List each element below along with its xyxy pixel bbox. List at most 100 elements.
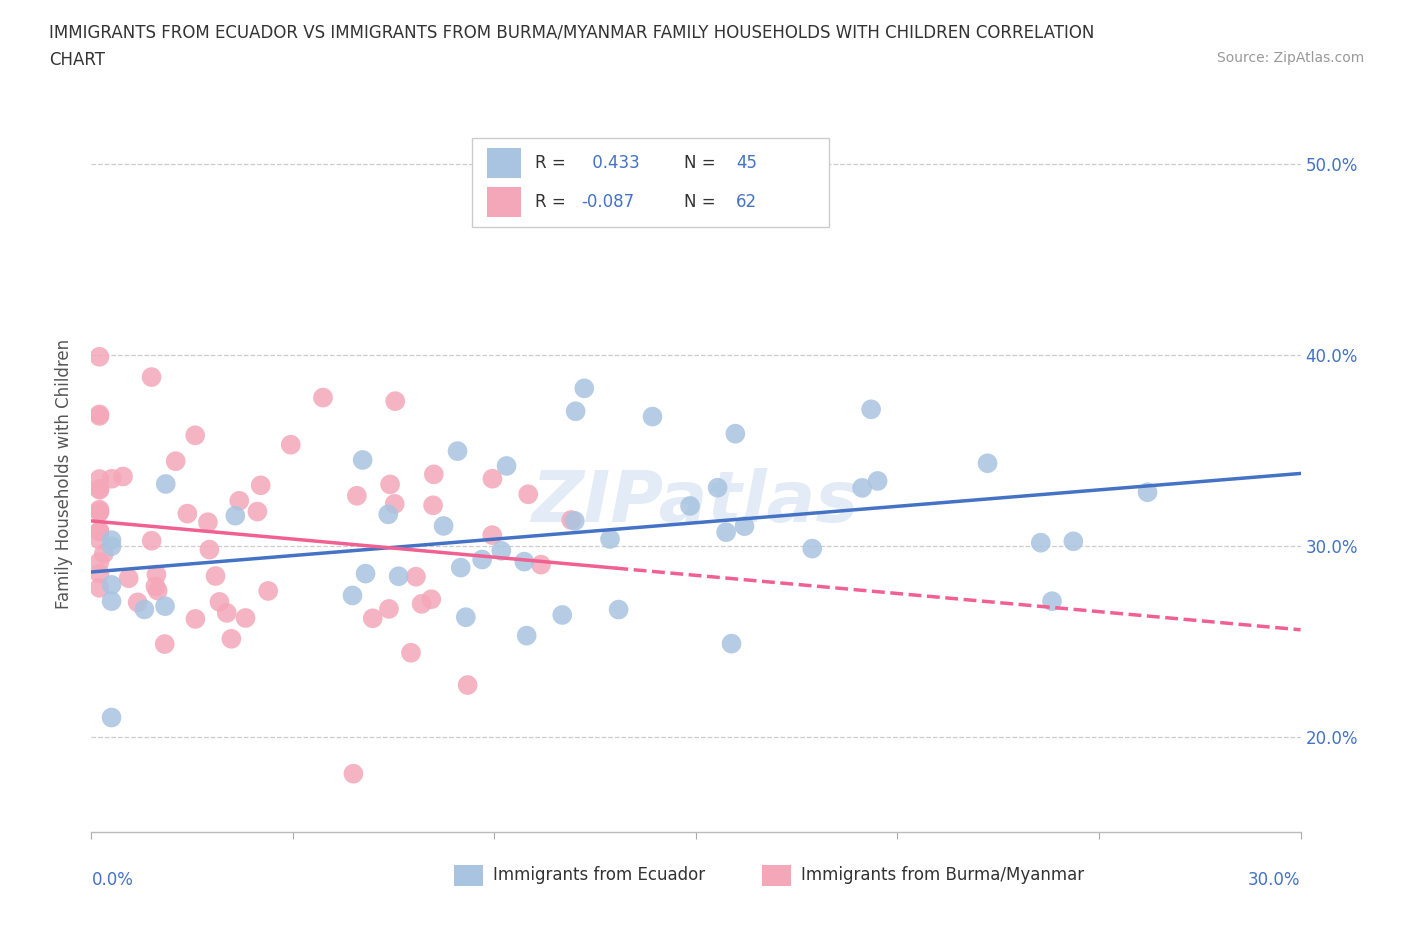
Point [118, 571, 141, 586]
Text: 0.0%: 0.0% [91, 871, 134, 889]
Point [420, 591, 443, 606]
Text: IMMIGRANTS FROM ECUADOR VS IMMIGRANTS FROM BURMA/MYANMAR FAMILY HOUSEHOLDS WITH : IMMIGRANTS FROM ECUADOR VS IMMIGRANTS FR… [49, 23, 1095, 41]
Point [141, 369, 163, 384]
Point [257, 583, 280, 598]
Point [714, 525, 737, 539]
Point [1040, 593, 1063, 608]
Point [422, 498, 444, 512]
Point [450, 560, 472, 575]
Point [165, 454, 187, 469]
Point [481, 472, 503, 486]
Point [706, 480, 728, 495]
Point [446, 444, 468, 458]
Point [976, 456, 998, 471]
Point [89, 472, 111, 486]
Text: 45: 45 [735, 153, 756, 172]
Point [1029, 536, 1052, 551]
Point [221, 631, 243, 646]
Point [491, 543, 513, 558]
Bar [762, 865, 792, 886]
Point [89, 408, 111, 423]
Point [141, 533, 163, 548]
Point [100, 472, 122, 486]
Point [564, 513, 586, 528]
Point [1062, 534, 1084, 549]
Y-axis label: Family Households with Children: Family Households with Children [55, 339, 73, 609]
Text: 0.433: 0.433 [588, 153, 640, 172]
Text: Immigrants from Burma/Myanmar: Immigrants from Burma/Myanmar [801, 867, 1084, 884]
Point [204, 568, 226, 583]
Point [100, 578, 122, 592]
Point [342, 588, 364, 603]
Point [112, 469, 135, 484]
Point [100, 538, 122, 553]
Point [513, 554, 536, 569]
Point [100, 533, 122, 548]
Text: Source: ZipAtlas.com: Source: ZipAtlas.com [1216, 51, 1364, 65]
Text: 62: 62 [735, 193, 756, 211]
Point [176, 506, 198, 521]
Point [516, 628, 538, 643]
Point [224, 509, 246, 524]
Bar [486, 187, 520, 218]
Point [361, 611, 384, 626]
Point [153, 599, 176, 614]
Point [280, 437, 302, 452]
Point [198, 542, 221, 557]
Text: -0.087: -0.087 [581, 193, 634, 211]
Point [89, 502, 111, 517]
Point [866, 473, 889, 488]
Point [457, 678, 479, 693]
Point [134, 602, 156, 617]
Point [399, 645, 422, 660]
Text: 30.0%: 30.0% [1249, 871, 1301, 889]
Point [471, 552, 494, 567]
Point [89, 554, 111, 569]
Point [89, 407, 111, 422]
Point [405, 569, 427, 584]
Point [1136, 485, 1159, 499]
Point [423, 467, 446, 482]
Point [860, 402, 883, 417]
Bar [454, 865, 484, 886]
Point [342, 766, 364, 781]
Point [517, 486, 540, 501]
Point [346, 488, 368, 503]
Point [734, 519, 756, 534]
Point [89, 532, 111, 547]
Point [184, 428, 207, 443]
Point [145, 578, 167, 593]
Point [378, 602, 401, 617]
Point [312, 391, 335, 405]
Point [851, 481, 873, 496]
Point [208, 594, 231, 609]
Point [607, 602, 630, 617]
Point [495, 458, 517, 473]
Point [720, 636, 742, 651]
Point [100, 593, 122, 608]
Point [89, 580, 111, 595]
Point [411, 596, 433, 611]
Point [93, 547, 115, 562]
Point [354, 566, 377, 581]
Point [564, 404, 586, 418]
Text: N =: N = [683, 153, 721, 172]
Point [145, 567, 167, 582]
Point [801, 541, 824, 556]
Point [89, 504, 111, 519]
Text: ZIPatlas: ZIPatlas [533, 469, 859, 538]
Point [599, 532, 621, 547]
Point [530, 557, 553, 572]
Point [433, 519, 456, 534]
Point [155, 476, 177, 491]
Point [127, 595, 149, 610]
Point [387, 569, 409, 584]
Point [641, 409, 664, 424]
Text: R =: R = [536, 153, 571, 172]
Point [89, 524, 111, 538]
Point [197, 515, 219, 530]
Point [89, 482, 111, 497]
Point [249, 478, 271, 493]
Point [153, 637, 176, 652]
Point [89, 350, 111, 365]
